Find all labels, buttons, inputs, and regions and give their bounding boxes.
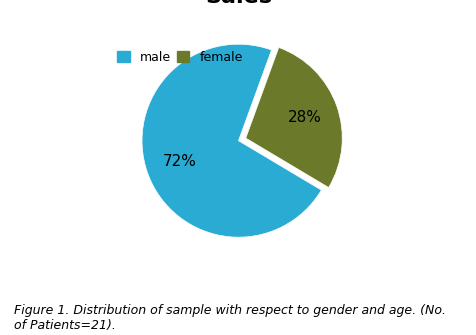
Text: 72%: 72% [162,154,196,169]
Wedge shape [245,48,342,188]
Title: Sales: Sales [205,0,271,7]
Legend: male, female: male, female [112,46,248,69]
Wedge shape [142,44,321,237]
Text: 28%: 28% [288,110,321,125]
Text: Figure 1. Distribution of sample with respect to gender and age. (No.
of Patient: Figure 1. Distribution of sample with re… [14,304,446,332]
